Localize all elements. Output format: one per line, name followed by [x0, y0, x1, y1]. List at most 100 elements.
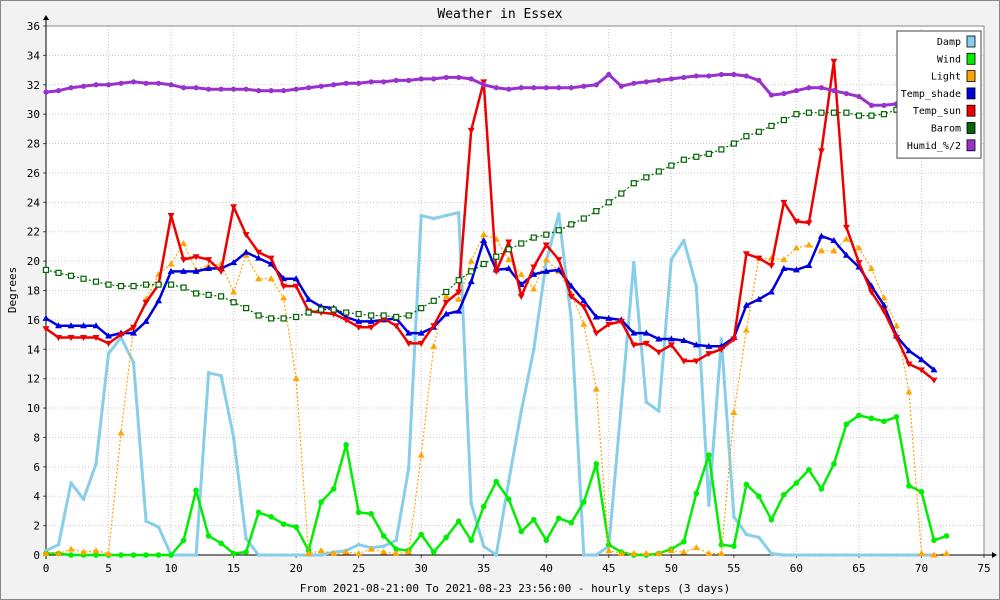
data-point	[55, 269, 62, 276]
data-point	[368, 79, 374, 85]
data-point	[718, 71, 724, 78]
data-point	[605, 314, 613, 321]
data-point	[67, 545, 75, 552]
data-point	[118, 80, 124, 86]
data-point	[130, 324, 138, 331]
data-point	[717, 346, 725, 353]
data-point	[730, 336, 738, 343]
data-point	[868, 112, 875, 119]
data-point	[42, 314, 50, 321]
data-point	[531, 85, 537, 91]
data-point	[555, 515, 562, 522]
data-point	[231, 86, 237, 92]
legend-item: Light	[931, 70, 976, 83]
data-point	[743, 481, 750, 488]
data-point	[55, 88, 62, 94]
data-point	[180, 85, 187, 91]
data-point	[243, 549, 249, 555]
data-point	[767, 288, 775, 295]
data-point	[506, 479, 511, 484]
data-point	[505, 496, 512, 502]
data-point	[756, 493, 762, 500]
data-point	[368, 511, 374, 517]
data-point	[431, 216, 436, 221]
x-tick-label: 5	[105, 562, 112, 575]
data-point	[392, 550, 400, 557]
data-point	[42, 266, 50, 274]
data-point	[268, 513, 274, 520]
data-point	[105, 550, 113, 557]
data-point	[268, 88, 274, 94]
data-point	[443, 534, 450, 541]
data-point	[94, 462, 98, 466]
data-point	[543, 537, 550, 544]
data-point	[380, 533, 387, 539]
data-point	[67, 335, 75, 342]
data-point	[80, 322, 88, 329]
data-point	[268, 315, 275, 322]
data-point	[443, 74, 449, 81]
data-point	[668, 162, 675, 169]
x-tick-label: 30	[415, 562, 428, 575]
data-point	[492, 268, 500, 275]
data-point	[867, 264, 875, 271]
data-point	[367, 317, 375, 324]
legend-swatch	[966, 70, 976, 82]
data-point	[731, 543, 737, 549]
y-tick-label: 0	[33, 549, 40, 562]
data-point	[293, 86, 299, 92]
data-point	[481, 544, 486, 548]
data-point	[218, 86, 224, 92]
gridlines	[46, 26, 984, 555]
data-point	[768, 516, 775, 523]
data-point	[117, 282, 125, 290]
x-tick-label: 15	[227, 562, 240, 575]
data-point	[480, 260, 487, 268]
x-axis-label: From 2021-08-21:00 To 2021-08-23 23:56:0…	[300, 582, 730, 595]
data-point	[568, 221, 575, 228]
data-point	[830, 109, 838, 116]
data-point	[518, 240, 525, 247]
data-point	[393, 77, 399, 83]
data-point	[455, 518, 462, 525]
data-point	[330, 550, 338, 557]
legend-swatch	[966, 139, 976, 152]
data-point	[817, 232, 825, 239]
data-point	[456, 210, 461, 215]
data-point	[617, 318, 625, 325]
data-point	[493, 478, 500, 485]
x-tick-label: 60	[790, 562, 803, 575]
data-point	[817, 247, 825, 254]
data-point	[142, 317, 150, 324]
data-point	[569, 318, 574, 322]
y-axis-label: Degrees	[6, 267, 19, 313]
data-point	[343, 309, 350, 316]
data-point	[506, 86, 512, 92]
data-point	[642, 340, 650, 347]
data-point	[782, 553, 786, 557]
data-point	[455, 277, 462, 284]
data-point	[580, 499, 587, 505]
data-point	[907, 553, 911, 557]
data-point	[831, 461, 837, 467]
data-point	[630, 342, 638, 349]
data-point	[355, 324, 363, 331]
data-point	[342, 317, 350, 324]
data-point	[292, 275, 300, 282]
data-point	[155, 80, 162, 86]
data-point	[757, 535, 761, 540]
data-point	[292, 375, 300, 382]
data-point	[680, 358, 688, 365]
data-point	[655, 550, 663, 557]
data-point	[769, 551, 774, 556]
y-tick-label: 2	[33, 520, 40, 533]
data-point	[230, 550, 237, 557]
data-point	[705, 342, 713, 349]
data-point	[43, 89, 49, 95]
y-tick-label: 28	[27, 138, 40, 151]
data-point	[68, 85, 74, 91]
data-point	[505, 256, 513, 263]
data-point	[517, 270, 525, 277]
data-point	[744, 532, 749, 537]
data-point	[280, 315, 287, 322]
